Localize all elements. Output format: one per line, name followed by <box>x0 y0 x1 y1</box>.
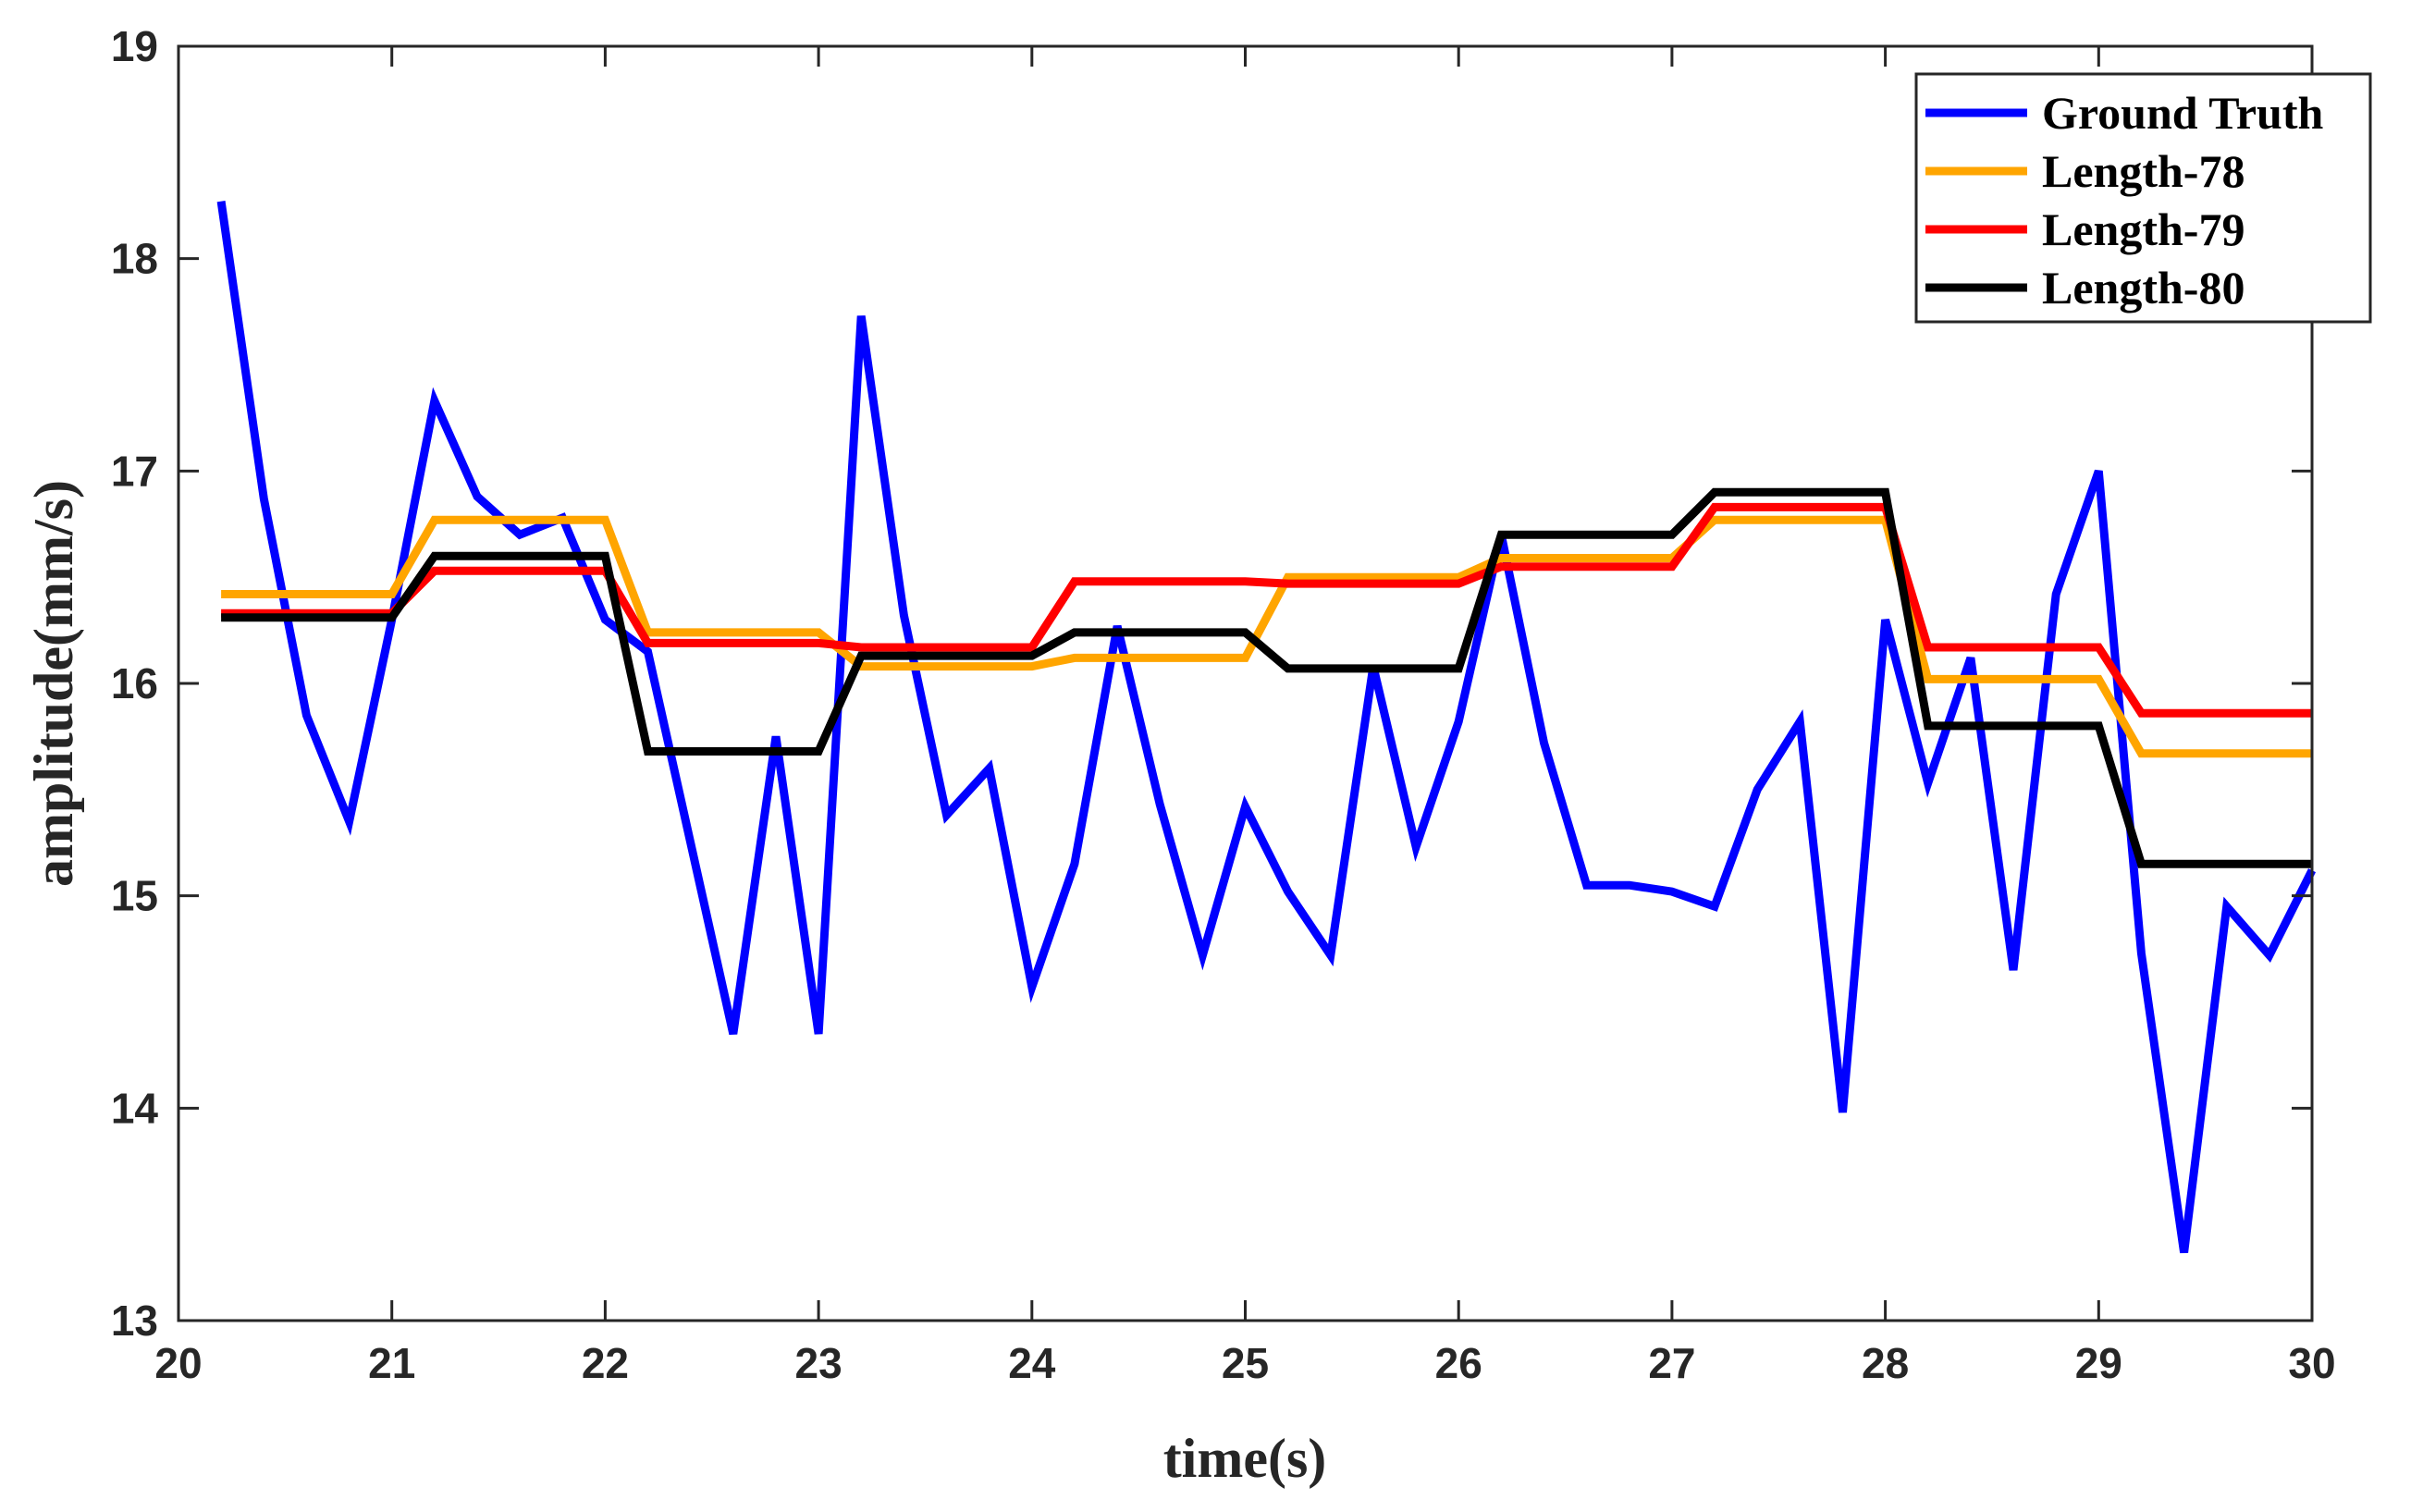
x-tick-label: 20 <box>154 1339 202 1387</box>
x-tick-label: 21 <box>368 1339 415 1387</box>
x-tick-label: 29 <box>2075 1339 2122 1387</box>
x-tick-label: 26 <box>1435 1339 1482 1387</box>
series-line-length-80 <box>221 487 2312 868</box>
series-line-length-79 <box>221 502 2312 718</box>
ticks-layer: 20 21 22 23 24 25 26 27 28 29 30 13 14 15 16 17 18 19 <box>111 22 2336 1387</box>
x-tick-label: 27 <box>1648 1339 1695 1387</box>
legend-label-length-79: Length-79 <box>2042 203 2245 255</box>
series-layer <box>216 201 2317 1254</box>
x-axis-title: time(s) <box>1163 1428 1327 1489</box>
y-tick-label: 14 <box>111 1084 159 1132</box>
x-tick-label: 24 <box>1008 1339 1056 1387</box>
y-tick-label: 17 <box>111 447 158 495</box>
legend-label-length-78: Length-78 <box>2042 145 2245 197</box>
y-tick-label: 15 <box>111 872 158 920</box>
y-tick-label: 19 <box>111 22 158 70</box>
legend-label-ground-truth: Ground Truth <box>2042 87 2323 139</box>
y-tick-label: 16 <box>111 659 158 707</box>
x-tick-label: 23 <box>795 1339 843 1387</box>
legend: Ground Truth Length-78 Length-79 Length-80 <box>1914 72 2372 324</box>
y-axis-title: amplitude(mm/s) <box>23 480 84 887</box>
x-tick-label: 22 <box>582 1339 629 1387</box>
x-tick-label: 30 <box>2288 1339 2335 1387</box>
legend-label-length-80: Length-80 <box>2042 262 2245 313</box>
x-tick-label: 28 <box>1862 1339 1909 1387</box>
series-line-length-78 <box>221 515 2312 758</box>
x-tick-label: 25 <box>1222 1339 1269 1387</box>
y-tick-label: 18 <box>111 235 158 283</box>
y-tick-label: 13 <box>111 1297 158 1345</box>
